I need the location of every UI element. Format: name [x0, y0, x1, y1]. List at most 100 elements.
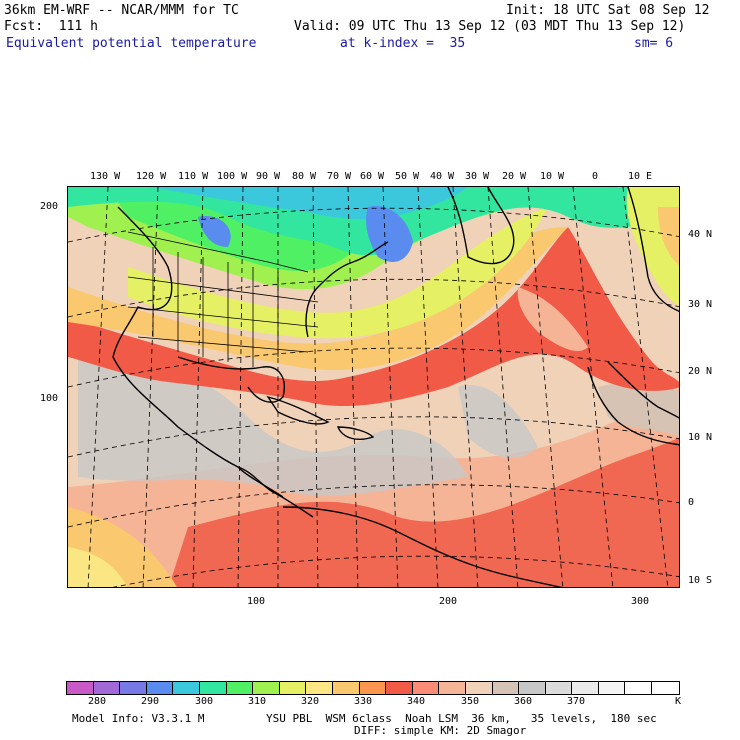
- model-title: 36km EM-WRF -- NCAR/MMM for TC: [4, 3, 239, 18]
- parallel: [68, 484, 679, 528]
- colorbar-swatch: [545, 682, 573, 694]
- colorbar-swatch: [67, 682, 94, 694]
- political-boundaries: [127, 231, 319, 367]
- lon-label: 0: [592, 171, 599, 182]
- parallel: [68, 207, 679, 243]
- lon-label: 40 W: [430, 171, 455, 182]
- parallel: [112, 555, 679, 587]
- meridian: [382, 187, 399, 587]
- meridian: [87, 187, 109, 587]
- parallel: [68, 347, 679, 388]
- canada-us-border: [127, 231, 309, 273]
- grid-x-label: 300: [631, 596, 650, 607]
- greenland: [447, 187, 515, 265]
- colorbar-swatch: [359, 682, 387, 694]
- ne-atlantic-warm: [517, 287, 588, 352]
- lon-label: 20 W: [502, 171, 527, 182]
- colorbar-label: 310: [248, 696, 267, 707]
- gulf-coast: [177, 356, 285, 403]
- lat-label: 30 N: [688, 299, 713, 310]
- state-line: [137, 336, 309, 353]
- lat-label: 20 N: [688, 366, 713, 377]
- lon-label: 80 W: [292, 171, 317, 182]
- africa-west: [587, 366, 679, 446]
- blue-west: [198, 216, 231, 247]
- colorbar-swatch: [465, 682, 493, 694]
- meridian: [527, 187, 564, 587]
- state-line: [127, 306, 319, 328]
- grid-x-label: 100: [247, 596, 266, 607]
- grid-y-label: 100: [40, 393, 59, 404]
- colorbar-swatch: [439, 682, 466, 694]
- colorbar-swatch: [519, 682, 546, 694]
- cuba: [266, 395, 330, 425]
- colorbar-swatch: [173, 682, 200, 694]
- colorbar-swatch: [625, 682, 653, 694]
- lon-label: 10 E: [628, 171, 653, 182]
- colorbar-swatch: [332, 682, 360, 694]
- colorbar-swatch: [226, 682, 254, 694]
- grey-patch-east: [458, 385, 538, 458]
- meridian: [347, 187, 359, 587]
- colorbar-swatch: [279, 682, 307, 694]
- init-time: Init: 18 UTC Sat 08 Sep 12: [506, 3, 710, 18]
- coastlines: [112, 187, 679, 587]
- physics-info: YSU PBL WSM 6class Noah LSM 36 km, 35 le…: [266, 712, 657, 725]
- lon-label: 70 W: [327, 171, 352, 182]
- ne-atlantic-yellow: [658, 207, 679, 266]
- lon-label: 90 W: [256, 171, 281, 182]
- lon-label: 110 W: [178, 171, 209, 182]
- lon-label: 130 W: [90, 171, 121, 182]
- valid-time: Valid: 09 UTC Thu 13 Sep 12 (03 MDT Thu …: [294, 19, 686, 34]
- field-name: Equivalent potential temperature: [6, 36, 257, 51]
- colorbar: [66, 681, 680, 695]
- midlat-yellow: [128, 207, 548, 339]
- lat-lon-grid: [68, 187, 679, 587]
- africa-coast: [607, 361, 679, 419]
- parallel: [68, 416, 679, 458]
- colorbar-unit: K: [675, 696, 682, 707]
- europe-coast: [627, 187, 679, 312]
- north-america-coast: [112, 206, 284, 498]
- level-index: at k-index = 35: [340, 36, 466, 51]
- colorbar-label: 370: [567, 696, 586, 707]
- lat-label: 10 N: [688, 432, 713, 443]
- diffusion-info: DIFF: simple KM: 2D Smagor: [354, 724, 527, 737]
- colorbar-swatch: [652, 682, 679, 694]
- colorbar-swatch: [199, 682, 227, 694]
- us-east-coast: [305, 241, 389, 338]
- lat-label: 40 N: [688, 229, 713, 240]
- meridian: [142, 187, 159, 587]
- colorbar-swatch: [492, 682, 520, 694]
- theta-e-map: [67, 186, 680, 588]
- grid-x-label: 200: [439, 596, 458, 607]
- southern-red: [168, 437, 679, 587]
- grey-patch: [78, 355, 468, 496]
- colorbar-label: 290: [141, 696, 160, 707]
- meridian: [487, 187, 519, 587]
- colorbar-swatch: [306, 682, 333, 694]
- colorbar-label: 360: [514, 696, 533, 707]
- meridian: [312, 187, 319, 587]
- lat-label: 0: [688, 497, 695, 508]
- meridian: [237, 187, 244, 587]
- lon-label: 10 W: [540, 171, 565, 182]
- meridian: [192, 187, 204, 587]
- colorbar-swatch: [93, 682, 121, 694]
- colorbar-label: 280: [88, 696, 107, 707]
- meridian: [622, 187, 669, 587]
- model-info: Model Info: V3.3.1 M: [72, 712, 205, 725]
- lon-label: 30 W: [465, 171, 490, 182]
- southwest-yellow2: [68, 547, 127, 587]
- central-america: [237, 466, 314, 518]
- colorbar-label: 350: [461, 696, 480, 707]
- south-america-coast: [282, 506, 563, 587]
- lon-label: 50 W: [395, 171, 420, 182]
- colorbar-swatch: [572, 682, 599, 694]
- lon-label: 60 W: [360, 171, 385, 182]
- lon-label: 120 W: [136, 171, 167, 182]
- meridian: [417, 187, 439, 587]
- midlat-orange: [68, 227, 568, 371]
- colorbar-swatch: [146, 682, 174, 694]
- colorbar-label: 330: [354, 696, 373, 707]
